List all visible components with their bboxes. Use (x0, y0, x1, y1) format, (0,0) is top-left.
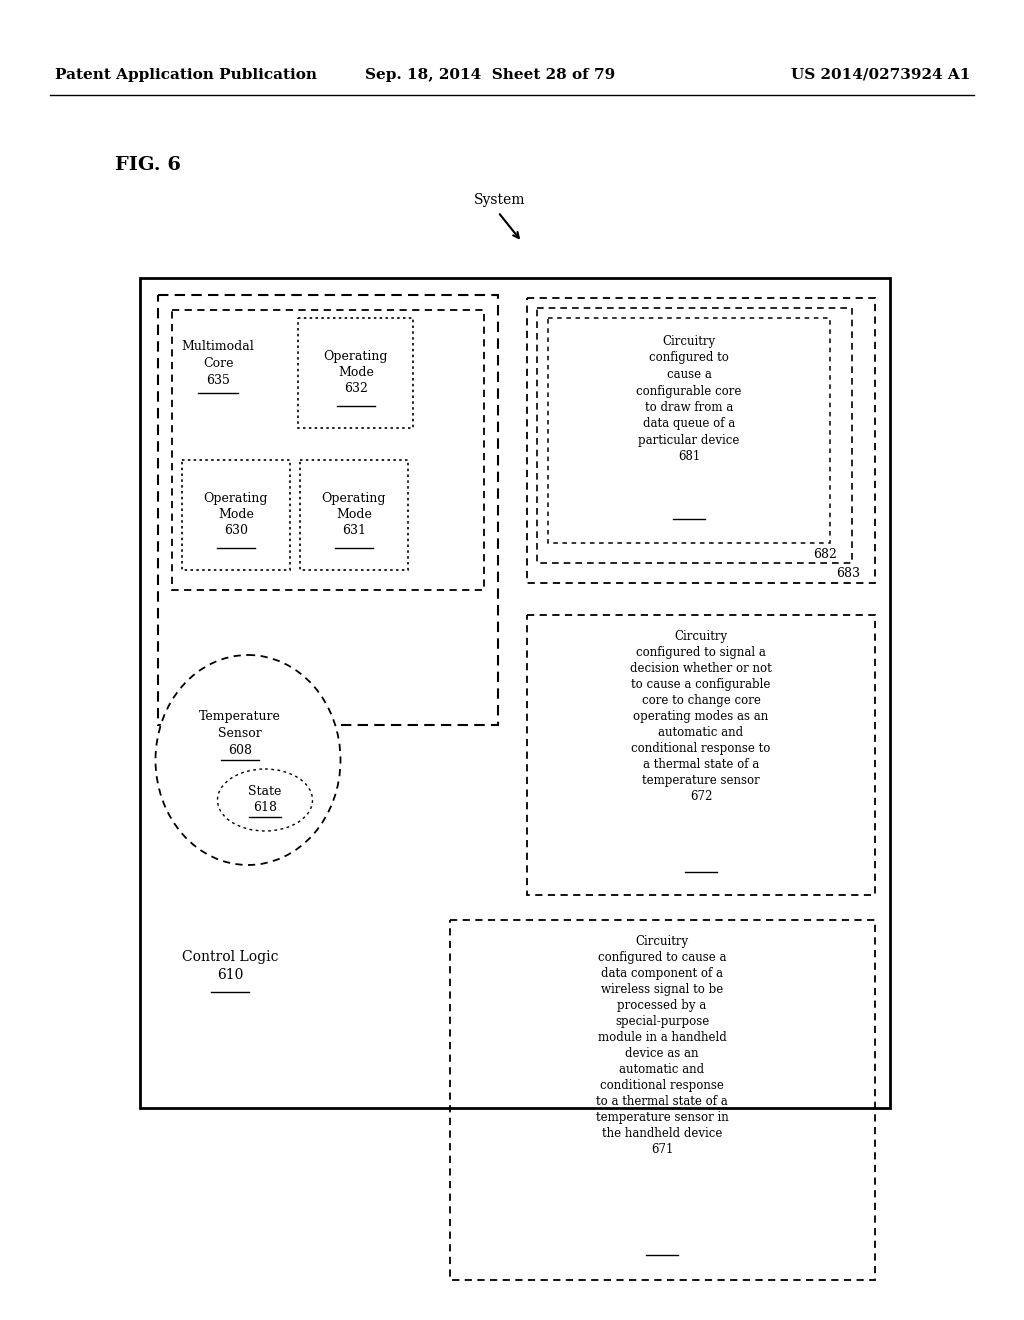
Text: US 2014/0273924 A1: US 2014/0273924 A1 (791, 69, 970, 82)
Text: FIG. 6: FIG. 6 (115, 156, 181, 174)
Ellipse shape (156, 655, 341, 865)
Bar (450, 920, 874, 1280)
Ellipse shape (217, 770, 312, 832)
Bar (158, 294, 498, 725)
Bar (548, 318, 830, 543)
Text: System: System (474, 193, 525, 207)
Text: Circuitry
configured to signal a
decision whether or not
to cause a configurable: Circuitry configured to signal a decisio… (630, 630, 772, 803)
Text: Circuitry
configured to
cause a
configurable core
to draw from a
data queue of a: Circuitry configured to cause a configur… (636, 335, 741, 463)
Text: Sep. 18, 2014  Sheet 28 of 79: Sep. 18, 2014 Sheet 28 of 79 (365, 69, 615, 82)
Bar (298, 318, 413, 428)
Text: 683: 683 (836, 568, 860, 579)
Text: Patent Application Publication: Patent Application Publication (55, 69, 317, 82)
Text: Operating
Mode
631: Operating Mode 631 (322, 492, 386, 537)
Text: State
618: State 618 (248, 785, 282, 814)
Bar (527, 298, 874, 583)
Text: Operating
Mode
630: Operating Mode 630 (204, 492, 268, 537)
Text: Control Logic
610: Control Logic 610 (181, 950, 279, 982)
Text: Multimodal
Core
635: Multimodal Core 635 (181, 341, 254, 387)
Bar (182, 459, 290, 570)
Text: Operating
Mode
632: Operating Mode 632 (324, 350, 388, 395)
Bar (172, 310, 484, 590)
Bar (537, 308, 852, 564)
Bar (140, 279, 890, 1107)
Text: Temperature
Sensor
608: Temperature Sensor 608 (199, 710, 281, 756)
Bar (527, 615, 874, 895)
Bar (300, 459, 408, 570)
Text: Circuitry
configured to cause a
data component of a
wireless signal to be
proces: Circuitry configured to cause a data com… (596, 935, 728, 1156)
Text: 682: 682 (813, 548, 837, 561)
